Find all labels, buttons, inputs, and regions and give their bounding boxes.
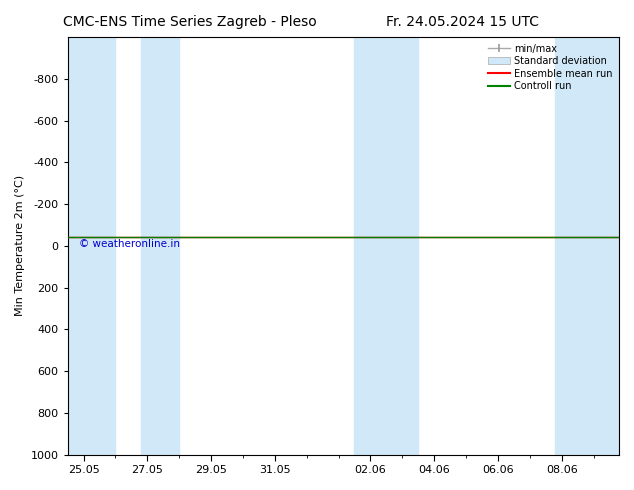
Bar: [68, 37, 115, 455]
Text: CMC-ENS Time Series Zagreb - Pleso: CMC-ENS Time Series Zagreb - Pleso: [63, 15, 317, 29]
Legend: min/max, Standard deviation, Ensemble mean run, Controll run: min/max, Standard deviation, Ensemble me…: [486, 42, 614, 93]
Text: Fr. 24.05.2024 15 UTC: Fr. 24.05.2024 15 UTC: [386, 15, 540, 29]
Bar: [141, 37, 179, 455]
Y-axis label: Min Temperature 2m (°C): Min Temperature 2m (°C): [15, 175, 25, 317]
Text: © weatheronline.in: © weatheronline.in: [79, 239, 179, 249]
Bar: [555, 37, 619, 455]
Bar: [354, 37, 418, 455]
